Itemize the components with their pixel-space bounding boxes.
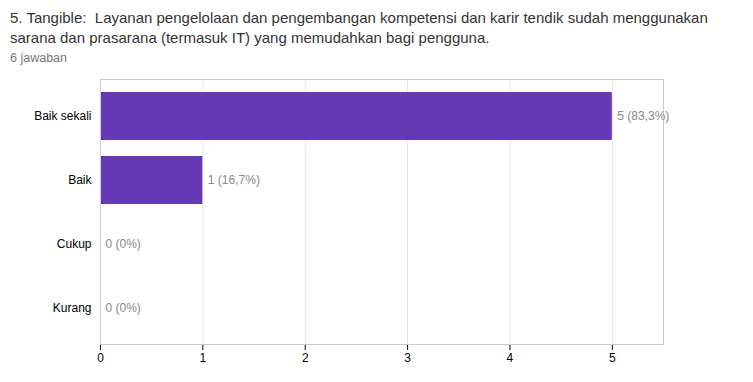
svg-text:Baik sekali: Baik sekali: [34, 109, 91, 123]
svg-text:3: 3: [404, 351, 411, 365]
svg-text:Kurang: Kurang: [53, 301, 92, 315]
svg-text:0 (0%): 0 (0%): [106, 301, 141, 315]
svg-text:1: 1: [200, 351, 207, 365]
html-text:6 jawaban: 6 jawaban: [10, 51, 67, 65]
svg-text:2: 2: [302, 351, 309, 365]
svg-text:5: 5: [609, 351, 616, 365]
svg-text:Baik: Baik: [68, 173, 92, 187]
svg-text:Cukup: Cukup: [57, 237, 92, 251]
html-text:5. Tangible: Layanan pengelola: 5. Tangible: Layanan pengelolaan dan pen…: [10, 9, 712, 46]
svg-text:1 (16,7%): 1 (16,7%): [208, 173, 260, 187]
svg-text:5 (83,3%): 5 (83,3%): [617, 109, 669, 123]
svg-text:0 (0%): 0 (0%): [106, 237, 141, 251]
svg-text:4: 4: [507, 351, 514, 365]
svg-text:0: 0: [97, 351, 104, 365]
